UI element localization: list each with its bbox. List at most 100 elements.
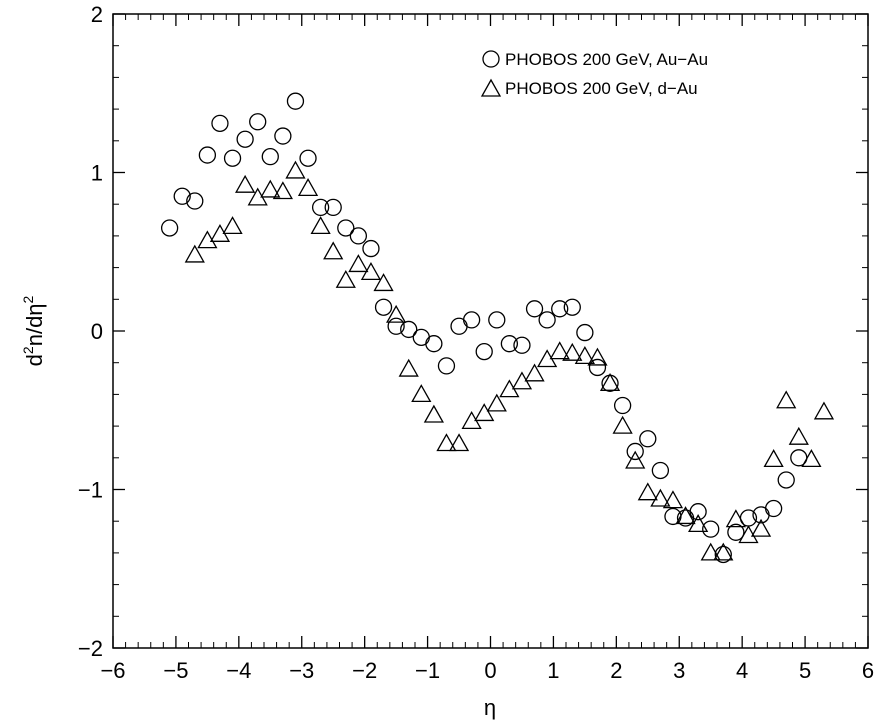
data-point-d-au [373,273,394,292]
data-point-d-au [813,401,835,420]
data-point-d-au [725,509,746,528]
data-point-au-au [689,503,707,521]
data-point-au-au [551,300,569,318]
data-point-d-au [260,179,281,198]
data-point-au-au [236,130,254,148]
data-point-d-au [750,518,772,537]
data-point-d-au [776,390,797,409]
data-point-d-au [423,404,444,423]
data-point-au-au [261,147,279,166]
data-point-au-au [186,192,204,210]
data-point-au-au [576,323,594,342]
data-point-au-au [412,328,430,346]
data-point-d-au [574,346,595,365]
data-point-d-au [625,450,646,469]
x-tick-label: 6 [862,658,874,683]
data-point-au-au [274,127,292,145]
data-point-au-au [450,317,468,335]
data-point-d-au [713,542,734,561]
y-tick-label: 1 [91,161,103,186]
data-point-d-au [801,449,822,468]
data-point-au-au [299,149,317,167]
x-tick-label: 2 [610,658,622,683]
data-point-d-au [637,482,658,501]
data-point-au-au [764,499,783,518]
data-point-au-au [500,335,519,353]
data-point-au-au [563,298,581,316]
data-point-au-au [538,311,556,329]
data-point-d-au [436,433,457,452]
x-tick-label: 1 [547,658,559,683]
data-point-au-au [211,114,229,133]
legend-label-d-au: PHOBOS 200 GeV, d−Au [505,79,698,98]
data-point-d-au [335,269,356,288]
y-tick-label: 2 [91,2,103,27]
data-point-d-au [310,216,331,235]
data-point-au-au [488,311,506,329]
data-point-au-au [173,187,191,205]
data-point-au-au [651,461,670,480]
x-tick-label: −6 [100,658,125,683]
data-point-d-au [222,216,243,235]
legend-label-au-au: PHOBOS 200 GeV, Au−Au [505,50,708,69]
data-point-au-au [513,336,531,354]
data-point-d-au [411,384,432,403]
data-point-d-au [235,174,256,193]
data-point-d-au [297,178,319,197]
data-point-d-au [738,525,759,544]
x-tick-label: 0 [484,658,496,683]
data-point-au-au [362,239,380,258]
data-point-au-au [337,219,355,237]
data-point-au-au [425,335,443,353]
x-tick-label: 5 [799,658,811,683]
y-axis-title: d2n/dη2 [20,295,47,366]
axis-ticks [112,13,869,649]
data-point-au-au [613,396,632,415]
data-point-au-au [324,198,342,217]
data-point-au-au [702,520,720,538]
data-point-d-au [549,341,570,360]
data-point-au-au [639,430,657,448]
plot-frame [112,13,869,649]
y-tick-labels: −2 −1 0 1 2 [78,2,103,661]
data-point-d-au [599,372,621,391]
data-point-d-au [524,363,545,382]
data-point-d-au [763,449,784,468]
legend-triangle-marker [480,78,502,97]
data-point-au-au [462,311,481,329]
data-point-au-au [525,300,544,318]
data-point-d-au [662,490,684,509]
data-point-d-au [386,304,407,323]
y-tick-label: 0 [91,319,103,344]
data-point-au-au [714,545,732,564]
data-point-au-au [223,149,242,167]
y-tick-label: −1 [78,478,103,503]
data-point-au-au [374,298,393,316]
data-point-d-au [448,433,470,452]
data-point-au-au [286,92,305,110]
data-point-d-au [788,426,809,445]
x-axis-title: η [484,695,496,720]
data-point-au-au [475,342,493,361]
data-point-au-au [727,523,745,541]
data-point-au-au [387,317,405,335]
data-point-au-au [588,358,607,377]
data-point-d-au [184,244,205,263]
data-point-d-au [348,254,369,273]
data-point-au-au [349,227,368,245]
legend-circle-marker [482,50,500,68]
x-tick-label: −1 [415,658,440,683]
data-point-d-au [398,358,419,377]
x-tick-label: 4 [736,658,748,683]
data-point-au-au [777,471,795,489]
x-tick-label: −4 [226,658,251,683]
data-point-d-au [474,403,495,422]
data-point-d-au [700,542,721,561]
data-point-au-au [198,146,217,164]
data-point-d-au [675,506,696,525]
data-point-d-au [650,488,671,507]
series-d-au [184,160,835,561]
data-point-d-au [323,241,344,260]
data-point-au-au [626,442,644,461]
data-point-d-au [562,342,583,361]
